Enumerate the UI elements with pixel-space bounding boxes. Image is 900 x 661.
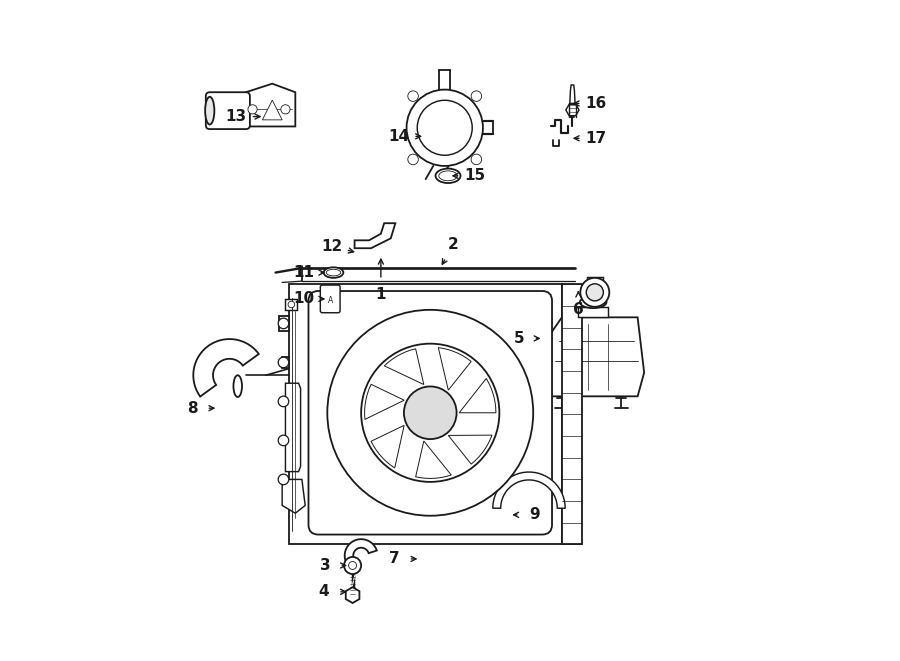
Polygon shape <box>283 357 289 368</box>
Ellipse shape <box>436 169 461 183</box>
Ellipse shape <box>439 171 457 180</box>
Polygon shape <box>285 383 301 471</box>
Polygon shape <box>448 435 492 464</box>
Circle shape <box>361 344 500 482</box>
Polygon shape <box>493 472 565 508</box>
Text: 15: 15 <box>464 169 486 183</box>
Polygon shape <box>279 315 289 331</box>
Circle shape <box>328 310 533 516</box>
Ellipse shape <box>205 97 214 124</box>
Text: 9: 9 <box>529 507 540 522</box>
Text: 8: 8 <box>186 401 197 416</box>
Text: 12: 12 <box>321 239 342 254</box>
Text: 3: 3 <box>320 558 330 573</box>
Circle shape <box>418 100 472 155</box>
Circle shape <box>278 357 289 368</box>
Polygon shape <box>263 100 283 120</box>
Text: 16: 16 <box>586 96 607 111</box>
FancyBboxPatch shape <box>320 285 340 313</box>
Circle shape <box>407 90 483 166</box>
Circle shape <box>278 396 289 407</box>
Text: 11: 11 <box>293 265 314 280</box>
Polygon shape <box>283 479 305 513</box>
Circle shape <box>344 557 361 574</box>
Polygon shape <box>438 348 472 390</box>
Polygon shape <box>459 379 496 412</box>
Circle shape <box>404 387 456 439</box>
Circle shape <box>408 91 418 101</box>
Circle shape <box>278 435 289 446</box>
Text: 1: 1 <box>375 287 386 302</box>
Circle shape <box>471 154 482 165</box>
Polygon shape <box>364 384 404 420</box>
FancyBboxPatch shape <box>206 93 250 129</box>
Ellipse shape <box>324 267 344 278</box>
Bar <box>562 284 581 545</box>
Polygon shape <box>194 339 259 397</box>
Text: A: A <box>328 295 333 305</box>
Circle shape <box>586 284 603 301</box>
Polygon shape <box>545 317 644 397</box>
Polygon shape <box>246 84 295 126</box>
Circle shape <box>248 104 257 114</box>
Polygon shape <box>371 425 404 468</box>
Polygon shape <box>416 441 451 479</box>
Bar <box>289 284 562 545</box>
Text: 14: 14 <box>388 129 410 144</box>
Circle shape <box>278 474 289 485</box>
Polygon shape <box>570 85 575 103</box>
Ellipse shape <box>327 269 341 276</box>
Circle shape <box>471 91 482 101</box>
Ellipse shape <box>233 375 242 397</box>
Polygon shape <box>285 299 297 311</box>
Polygon shape <box>355 223 395 249</box>
FancyBboxPatch shape <box>309 291 552 535</box>
Circle shape <box>348 562 356 569</box>
Ellipse shape <box>580 296 607 308</box>
Circle shape <box>408 154 418 165</box>
Circle shape <box>288 301 294 308</box>
Circle shape <box>580 278 609 307</box>
Text: 4: 4 <box>319 584 328 600</box>
Circle shape <box>281 104 290 114</box>
Polygon shape <box>345 539 377 561</box>
Text: 7: 7 <box>389 551 400 566</box>
Text: 13: 13 <box>226 109 247 124</box>
Polygon shape <box>587 276 603 282</box>
Text: 5: 5 <box>514 331 525 346</box>
Bar <box>579 307 608 317</box>
Text: 6: 6 <box>573 302 584 317</box>
Text: 17: 17 <box>586 131 607 146</box>
Polygon shape <box>384 349 424 385</box>
Text: 2: 2 <box>448 237 459 253</box>
Polygon shape <box>346 587 359 603</box>
Circle shape <box>278 318 289 329</box>
Text: 10: 10 <box>293 292 314 307</box>
Polygon shape <box>566 104 579 116</box>
